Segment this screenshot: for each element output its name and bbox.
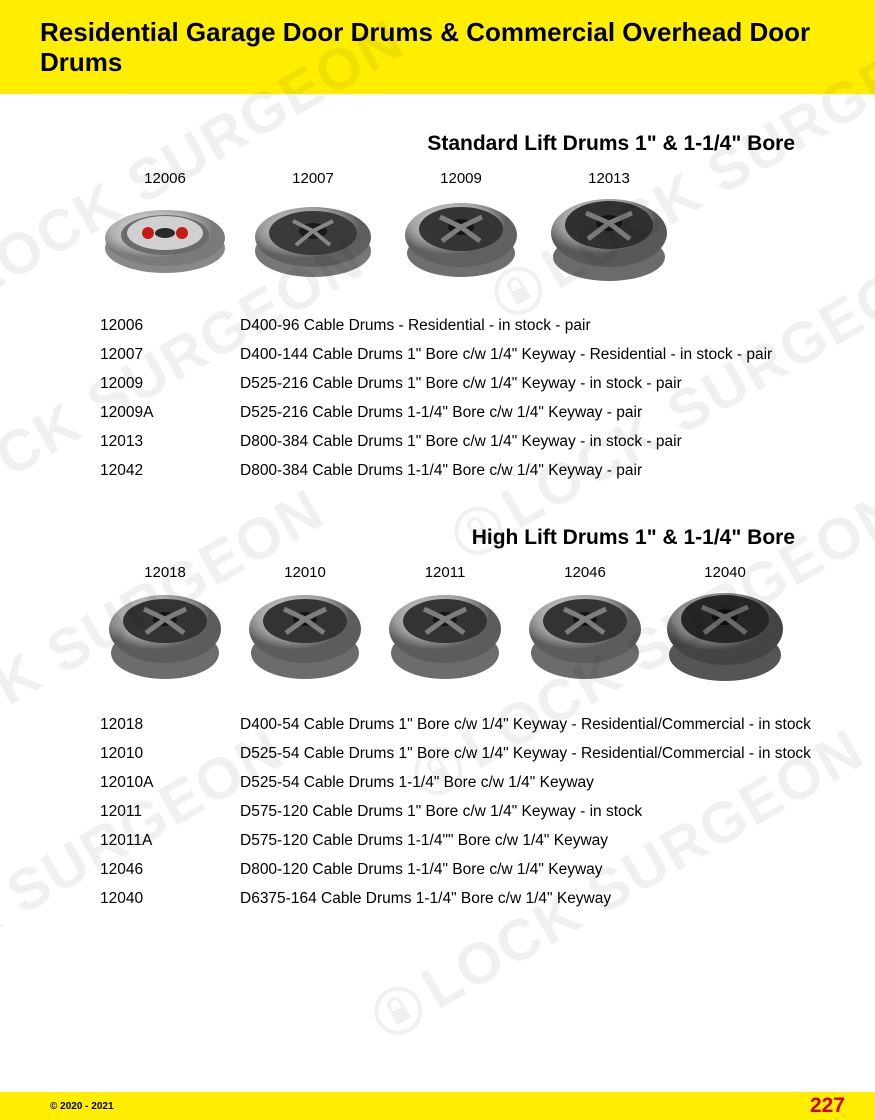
drum-icon bbox=[100, 587, 230, 687]
spec-row: 12010D525-54 Cable Drums 1" Bore c/w 1/4… bbox=[100, 745, 815, 763]
spec-code: 12046 bbox=[100, 861, 240, 879]
spec-row: 12006D400-96 Cable Drums - Residential -… bbox=[100, 317, 815, 335]
spec-desc: D525-216 Cable Drums 1-1/4" Bore c/w 1/4… bbox=[240, 404, 815, 422]
page-title: Residential Garage Door Drums & Commerci… bbox=[40, 18, 835, 78]
spec-row: 12011AD575-120 Cable Drums 1-1/4"" Bore … bbox=[100, 832, 815, 850]
drum-item: 12013 bbox=[544, 170, 674, 293]
drum-code: 12006 bbox=[100, 170, 230, 187]
spec-code: 12009A bbox=[100, 404, 240, 422]
spec-desc: D6375-164 Cable Drums 1-1/4" Bore c/w 1/… bbox=[240, 890, 815, 908]
spec-desc: D800-384 Cable Drums 1-1/4" Bore c/w 1/4… bbox=[240, 462, 815, 480]
spec-desc: D400-96 Cable Drums - Residential - in s… bbox=[240, 317, 815, 335]
drum-item: 12010 bbox=[240, 564, 370, 692]
content-area: Standard Lift Drums 1" & 1-1/4" Bore 120… bbox=[0, 94, 875, 908]
spec-row: 12013D800-384 Cable Drums 1" Bore c/w 1/… bbox=[100, 433, 815, 451]
drum-code: 12011 bbox=[380, 564, 510, 581]
spec-code: 12007 bbox=[100, 346, 240, 364]
spec-row: 12040D6375-164 Cable Drums 1-1/4" Bore c… bbox=[100, 890, 815, 908]
spec-code: 12010 bbox=[100, 745, 240, 763]
drum-code: 12040 bbox=[660, 564, 790, 581]
drum-icon bbox=[380, 587, 510, 687]
drum-icon bbox=[544, 193, 674, 288]
spec-desc: D525-54 Cable Drums 1" Bore c/w 1/4" Key… bbox=[240, 745, 815, 763]
spec-code: 12018 bbox=[100, 716, 240, 734]
spec-desc: D575-120 Cable Drums 1" Bore c/w 1/4" Ke… bbox=[240, 803, 815, 821]
drum-icon bbox=[660, 587, 790, 687]
spec-desc: D800-384 Cable Drums 1" Bore c/w 1/4" Ke… bbox=[240, 433, 815, 451]
spec-code: 12040 bbox=[100, 890, 240, 908]
drum-item: 12046 bbox=[520, 564, 650, 692]
section-title-standard: Standard Lift Drums 1" & 1-1/4" Bore bbox=[60, 132, 795, 156]
spec-desc: D575-120 Cable Drums 1-1/4"" Bore c/w 1/… bbox=[240, 832, 815, 850]
drum-code: 12007 bbox=[248, 170, 378, 187]
footer-band: © 2020 - 2021 227 bbox=[0, 1092, 875, 1120]
spec-table-standard: 12006D400-96 Cable Drums - Residential -… bbox=[100, 317, 815, 480]
drum-code: 12046 bbox=[520, 564, 650, 581]
drum-icon bbox=[100, 193, 230, 288]
drum-image-row: 12018 12010 bbox=[100, 564, 815, 692]
page-number: 227 bbox=[810, 1094, 845, 1118]
spec-code: 12011 bbox=[100, 803, 240, 821]
drum-item: 12009 bbox=[396, 170, 526, 293]
spec-row: 12042D800-384 Cable Drums 1-1/4" Bore c/… bbox=[100, 462, 815, 480]
spec-row: 12009D525-216 Cable Drums 1" Bore c/w 1/… bbox=[100, 375, 815, 393]
drum-item: 12006 bbox=[100, 170, 230, 293]
drum-code: 12010 bbox=[240, 564, 370, 581]
spec-desc: D400-54 Cable Drums 1" Bore c/w 1/4" Key… bbox=[240, 716, 815, 734]
spec-desc: D400-144 Cable Drums 1" Bore c/w 1/4" Ke… bbox=[240, 346, 815, 364]
drum-icon bbox=[396, 193, 526, 288]
spec-desc: D525-216 Cable Drums 1" Bore c/w 1/4" Ke… bbox=[240, 375, 815, 393]
spec-desc: D525-54 Cable Drums 1-1/4" Bore c/w 1/4"… bbox=[240, 774, 815, 792]
copyright-text: © 2020 - 2021 bbox=[50, 1101, 114, 1112]
drum-item: 12018 bbox=[100, 564, 230, 692]
spec-desc: D800-120 Cable Drums 1-1/4" Bore c/w 1/4… bbox=[240, 861, 815, 879]
drum-icon bbox=[248, 193, 378, 288]
spec-row: 12009AD525-216 Cable Drums 1-1/4" Bore c… bbox=[100, 404, 815, 422]
spec-code: 12011A bbox=[100, 832, 240, 850]
drum-icon bbox=[240, 587, 370, 687]
spec-row: 12018D400-54 Cable Drums 1" Bore c/w 1/4… bbox=[100, 716, 815, 734]
spec-row: 12011D575-120 Cable Drums 1" Bore c/w 1/… bbox=[100, 803, 815, 821]
drum-code: 12018 bbox=[100, 564, 230, 581]
drum-image-row: 12006 12007 12 bbox=[100, 170, 815, 293]
spec-code: 12013 bbox=[100, 433, 240, 451]
spec-row: 12046D800-120 Cable Drums 1-1/4" Bore c/… bbox=[100, 861, 815, 879]
spec-code: 12010A bbox=[100, 774, 240, 792]
spec-code: 12009 bbox=[100, 375, 240, 393]
drum-code: 12013 bbox=[544, 170, 674, 187]
drum-code: 12009 bbox=[396, 170, 526, 187]
spec-table-highlift: 12018D400-54 Cable Drums 1" Bore c/w 1/4… bbox=[100, 716, 815, 908]
spec-code: 12006 bbox=[100, 317, 240, 335]
drum-item: 12040 bbox=[660, 564, 790, 692]
drum-icon bbox=[520, 587, 650, 687]
header-band: Residential Garage Door Drums & Commerci… bbox=[0, 0, 875, 94]
spec-code: 12042 bbox=[100, 462, 240, 480]
drum-item: 12011 bbox=[380, 564, 510, 692]
section-title-highlift: High Lift Drums 1" & 1-1/4" Bore bbox=[60, 526, 795, 550]
spec-row: 12010AD525-54 Cable Drums 1-1/4" Bore c/… bbox=[100, 774, 815, 792]
spec-row: 12007D400-144 Cable Drums 1" Bore c/w 1/… bbox=[100, 346, 815, 364]
drum-item: 12007 bbox=[248, 170, 378, 293]
